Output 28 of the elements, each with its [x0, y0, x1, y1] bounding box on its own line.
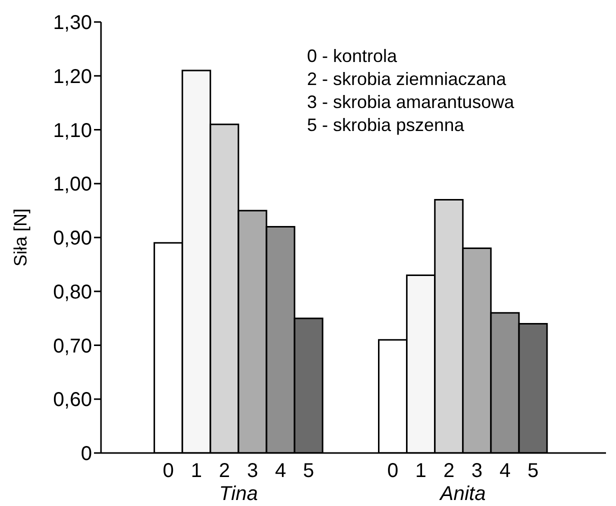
- y-tick-label: 0,70: [53, 335, 92, 358]
- x-tick-label: 1: [190, 460, 202, 482]
- x-tick-label: 2: [443, 460, 454, 482]
- annotation: 0 - kontrola: [307, 46, 398, 66]
- annotation: 3 - skrobia amarantusowa: [307, 92, 516, 112]
- x-tick-label: 0: [162, 460, 174, 482]
- y-tick-label: 1,20: [53, 66, 92, 88]
- x-tick-label: 0: [387, 460, 398, 482]
- y-axis-title: Siła [N]: [10, 208, 30, 267]
- y-tick-label: 0,90: [53, 228, 92, 250]
- x-tick-label: 2: [218, 460, 230, 482]
- text: Anita: [439, 483, 486, 505]
- x-tick-label: 3: [471, 460, 483, 482]
- text: Tina: [219, 483, 258, 505]
- y-tick-label: 0,60: [53, 389, 92, 412]
- annotation: 5 - skrobia pszenna: [307, 115, 466, 135]
- annotation: 2 - skrobia ziemniaczana: [307, 69, 508, 89]
- y-tick-label: 1,30: [53, 12, 92, 34]
- y-tick-label: 1,10: [53, 120, 92, 142]
- x-tick-label: 4: [274, 460, 286, 482]
- x-tick-label: 3: [246, 460, 258, 482]
- x-tick-label: 1: [415, 460, 426, 482]
- x-tick-label: 5: [527, 460, 539, 482]
- x-tick-label: 5: [303, 460, 314, 482]
- y-tick-label: 0,80: [53, 281, 92, 304]
- y-tick-label: 1,00: [53, 174, 92, 196]
- x-tick-label: 4: [499, 460, 511, 482]
- y-tick-label: 0: [80, 443, 92, 466]
